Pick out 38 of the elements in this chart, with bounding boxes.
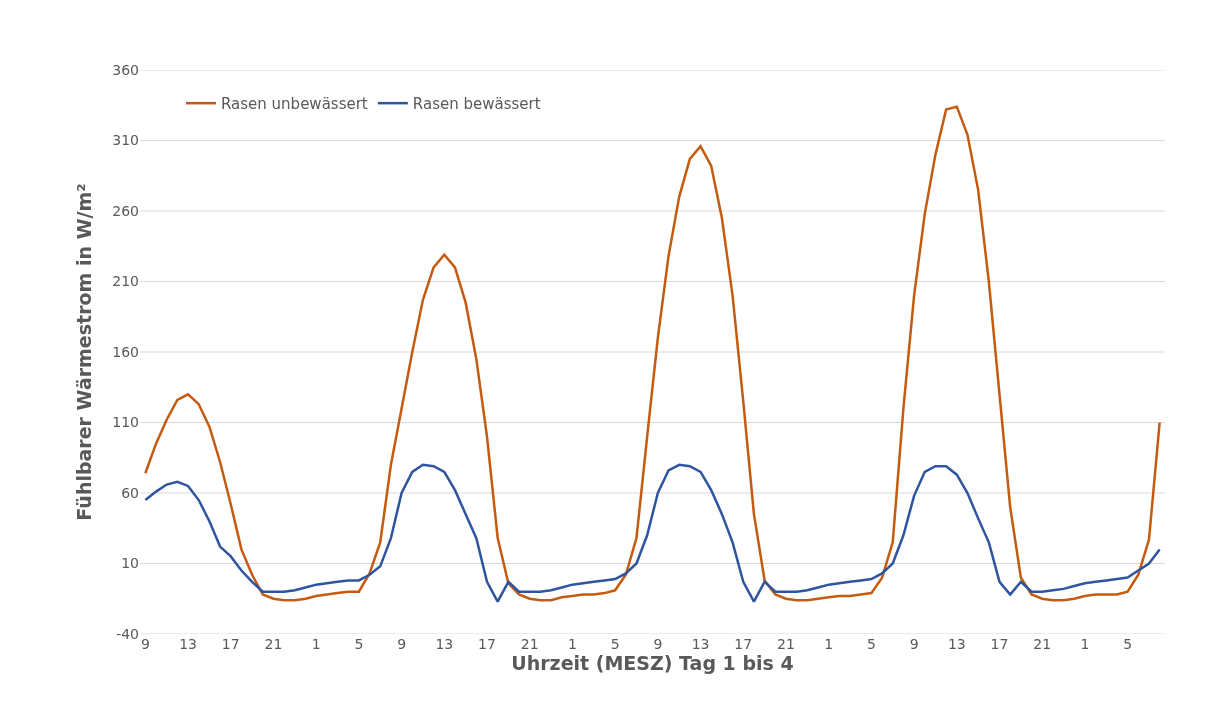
x-axis-title: Uhrzeit (MESZ) Tag 1 bis 4 [511,652,794,674]
y-axis-title: Fühlbarer Wärmestrom in W/m² [73,183,96,521]
x-tick-label: 21 [1033,636,1052,652]
y-tick-label: 160 [112,343,139,360]
x-tick-label: 17 [478,636,496,652]
x-tick-label: 17 [221,636,240,652]
legend-label: Rasen unbewässert [221,95,368,114]
x-tick-label: 5 [1123,636,1133,652]
y-tick-label: 260 [112,202,139,219]
x-tick-label: 1 [1080,636,1090,652]
x-tick-label: 13 [947,636,966,652]
x-tick-label: 9 [653,636,663,652]
x-tick-label: 1 [567,636,577,652]
x-tick-label: 9 [397,636,407,652]
x-tick-label: 9 [909,636,919,652]
x-tick-label: 17 [734,636,753,652]
legend-label: Rasen bewässert [412,95,541,114]
x-tick-label: 21 [264,636,283,652]
line-series [144,463,1161,603]
x-tick-label: 5 [610,636,620,652]
x-tick-label: 17 [990,636,1009,652]
y-tick-label: 110 [112,414,139,431]
x-tick-label: 5 [354,636,364,652]
y-tick-label: 310 [112,132,139,149]
x-tick-label: 1 [311,636,321,652]
y-tick-label: 10 [121,555,139,572]
y-tick-label: 360 [112,61,139,78]
x-tick-label: 13 [691,636,710,652]
x-tick-label: 21 [520,636,539,652]
y-tick-label: 60 [121,484,139,501]
x-tick-label: 13 [435,636,454,652]
x-tick-label: 21 [777,636,795,652]
x-tick-label: 9 [140,636,150,652]
x-tick-label: 1 [824,636,834,652]
x-tick-label: 13 [179,636,197,652]
y-tick-label: 210 [112,273,139,290]
x-tick-label: 5 [866,636,876,652]
y-tick-label: -40 [116,625,139,642]
